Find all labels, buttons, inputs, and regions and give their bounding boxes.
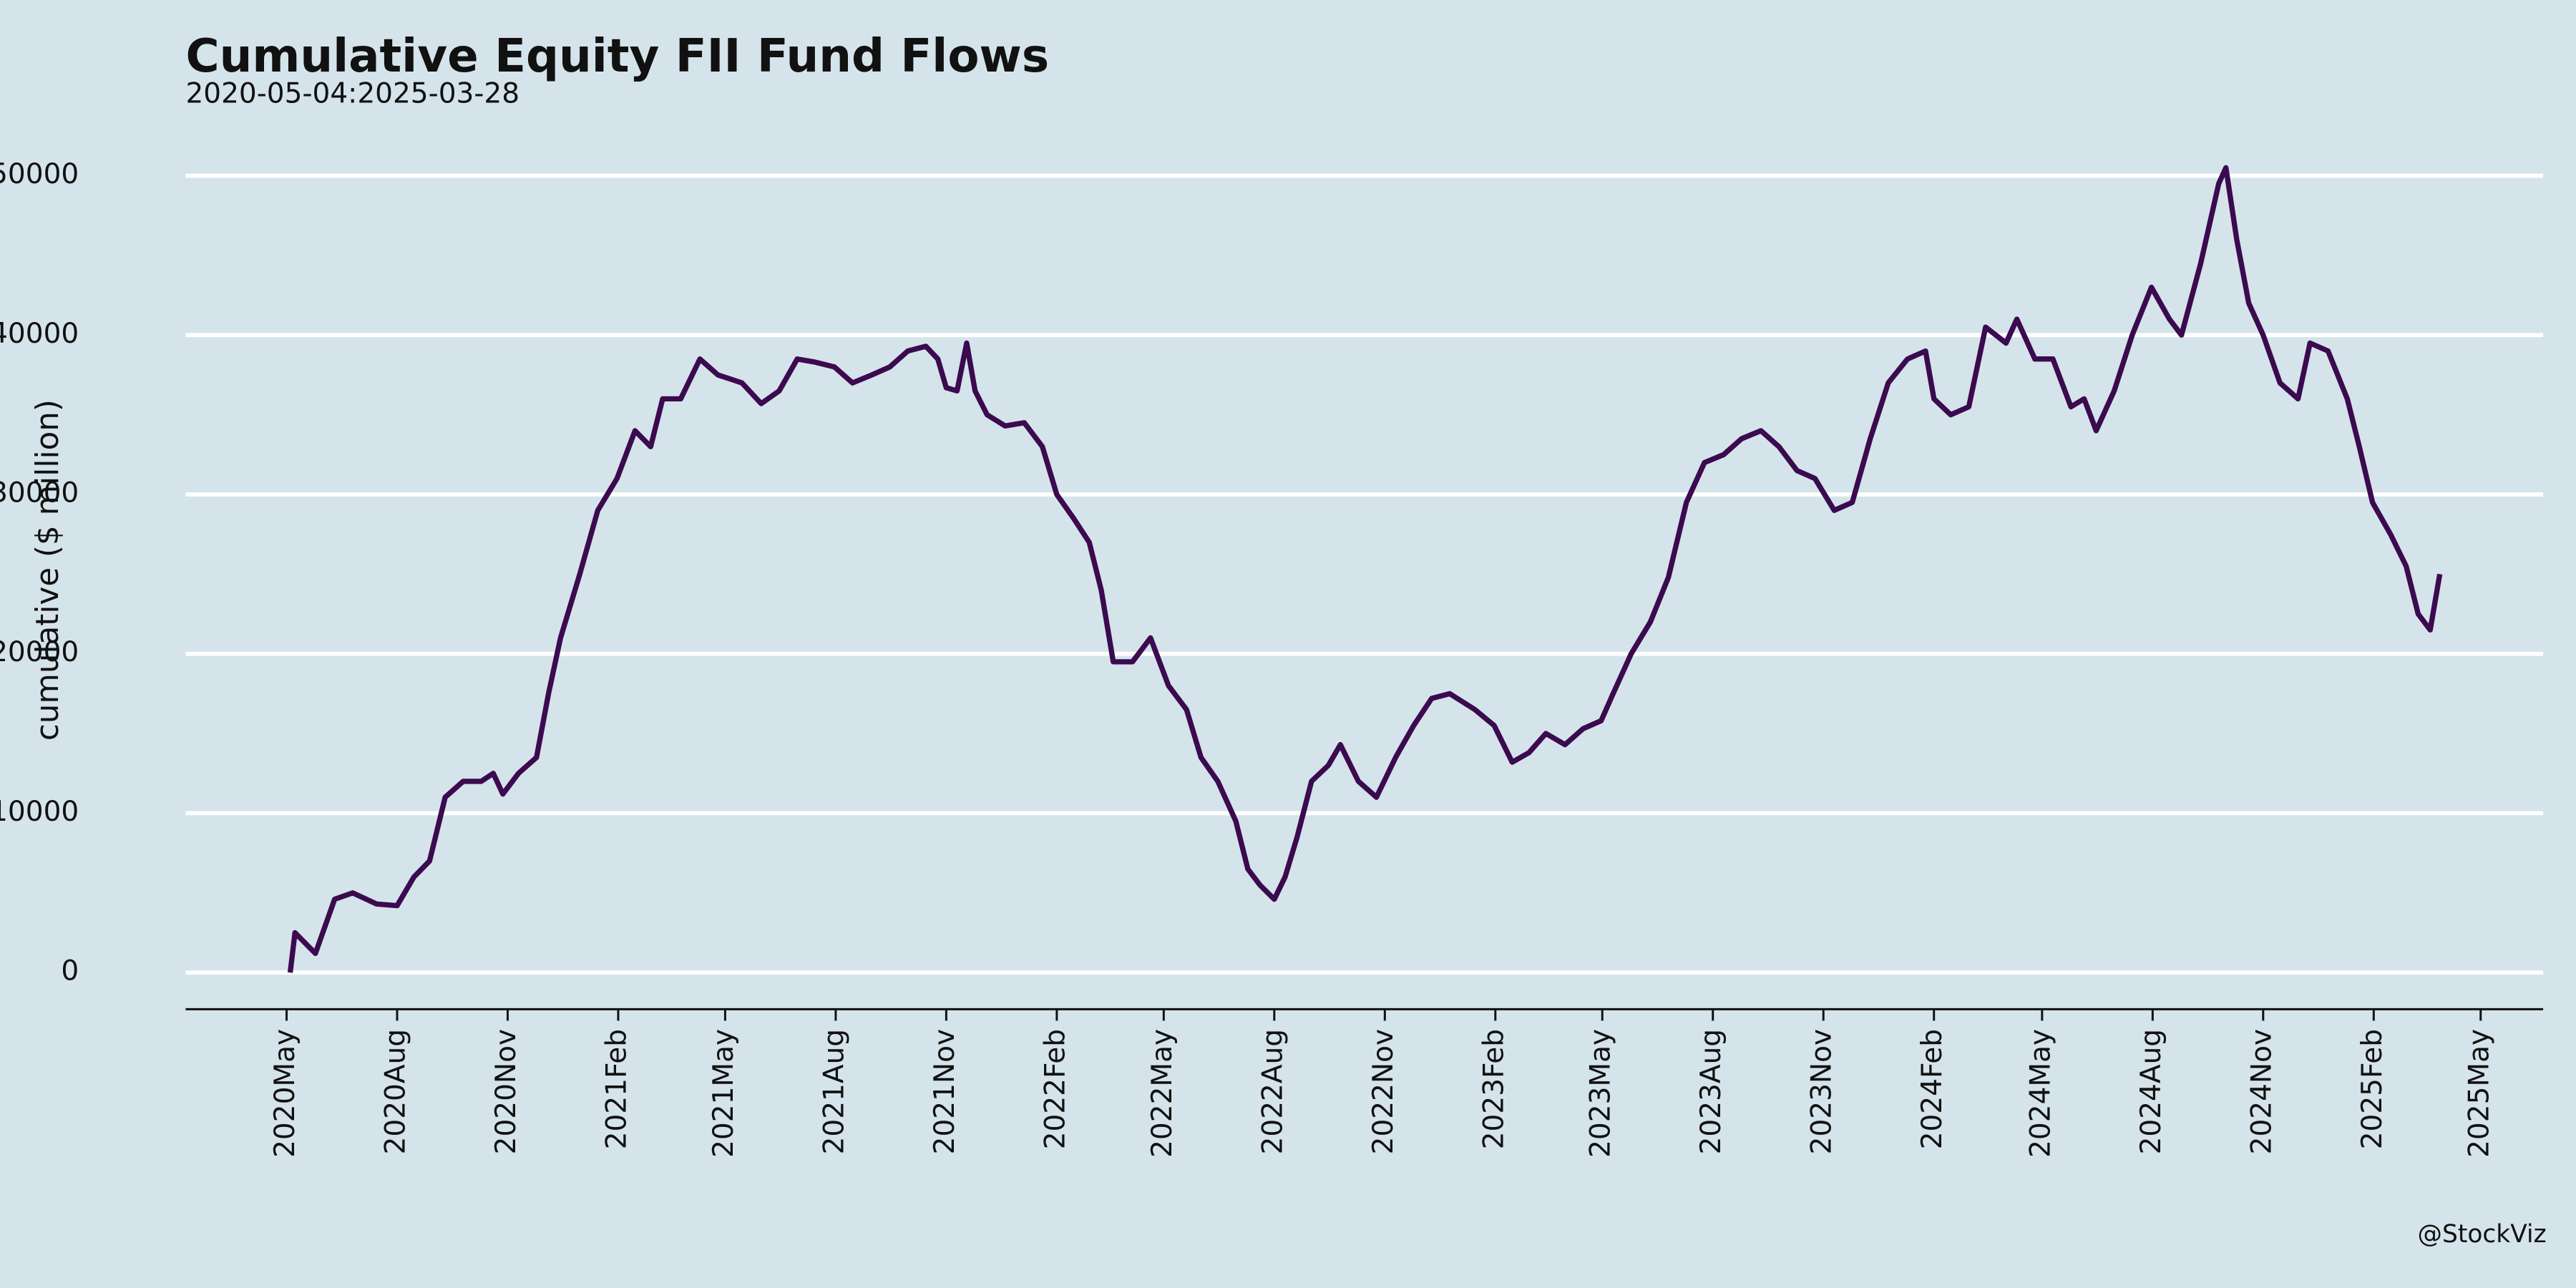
y-tick-label: 30000 xyxy=(0,477,79,509)
y-tick-label: 20000 xyxy=(0,636,79,668)
y-tick-label: 10000 xyxy=(0,796,79,828)
x-tick-label: 2024May xyxy=(2024,1029,2057,1158)
x-tick-label: 2023May xyxy=(1585,1029,1617,1158)
x-tick-label: 2023Feb xyxy=(1478,1029,1510,1149)
y-tick-label: 0 xyxy=(61,955,79,987)
y-axis-label: cumulative ($ million) xyxy=(30,399,66,741)
x-tick-label: 2021May xyxy=(708,1029,740,1158)
y-tick-label: 40000 xyxy=(0,318,79,350)
x-tick-label: 2020May xyxy=(269,1029,301,1158)
x-tick-label: 2023Aug xyxy=(1695,1029,1727,1154)
x-tick-label: 2020Aug xyxy=(379,1029,411,1154)
caption: @StockViz xyxy=(2418,1220,2547,1249)
chart-title: Cumulative Equity FII Fund Flows xyxy=(185,29,1049,83)
x-tick-label: 2024Feb xyxy=(1916,1029,1948,1149)
x-tick-label: 2025Feb xyxy=(2356,1029,2389,1149)
x-tick-label: 2021Feb xyxy=(600,1029,633,1149)
x-tick-label: 2022May xyxy=(1146,1029,1179,1158)
x-tick-label: 2024Nov xyxy=(2245,1029,2278,1154)
x-tick-label: 2022Aug xyxy=(1257,1029,1289,1154)
x-tick-label: 2024Aug xyxy=(2135,1029,2167,1154)
x-tick-label: 2022Nov xyxy=(1367,1029,1400,1154)
x-tick-label: 2021Aug xyxy=(818,1029,850,1154)
x-tick-label: 2021Nov xyxy=(929,1029,961,1154)
x-tick-label: 2022Feb xyxy=(1039,1029,1071,1149)
data-line xyxy=(287,165,2443,973)
x-tick-label: 2020Nov xyxy=(490,1029,522,1154)
y-tick-label: 50000 xyxy=(0,158,79,190)
chart-subtitle: 2020-05-04:2025-03-28 xyxy=(185,78,519,110)
x-tick-label: 2023Nov xyxy=(1806,1029,1838,1154)
x-tick-label: 2025May xyxy=(2463,1029,2495,1158)
